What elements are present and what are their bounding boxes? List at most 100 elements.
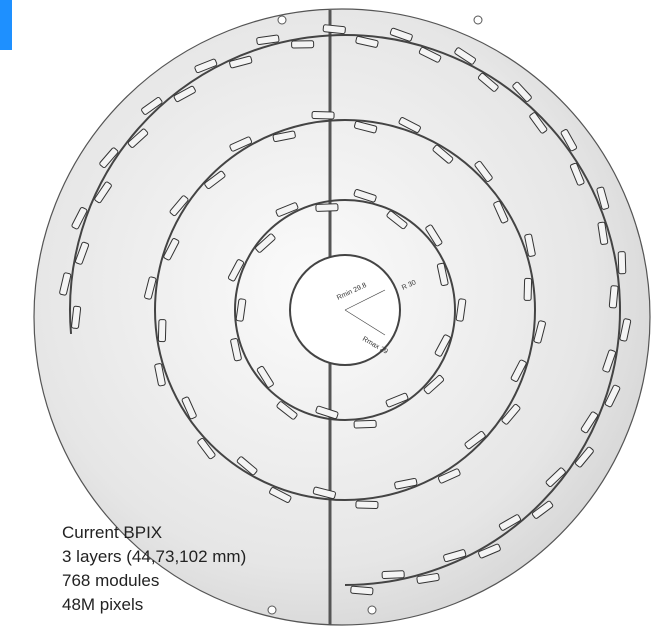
- module: [230, 338, 242, 362]
- module: [478, 543, 501, 559]
- module: [255, 233, 276, 253]
- module: [596, 186, 610, 210]
- module: [311, 110, 335, 120]
- layer-ring: [69, 34, 621, 586]
- accent-bar: [0, 0, 12, 50]
- caption-line: 3 layers (44,73,102 mm): [62, 547, 246, 566]
- module: [235, 298, 247, 322]
- module: [127, 128, 149, 148]
- module: [398, 117, 421, 133]
- module: [94, 181, 112, 204]
- module: [315, 405, 339, 420]
- module: [529, 112, 548, 134]
- module: [181, 396, 197, 420]
- module: [197, 438, 216, 460]
- module: [75, 241, 90, 265]
- dim-line: [344, 289, 386, 311]
- module: [385, 392, 409, 408]
- layer-ring: [234, 199, 456, 421]
- module: [204, 170, 226, 190]
- module: [355, 500, 379, 510]
- module: [394, 477, 418, 490]
- caption-line: 48M pixels: [62, 595, 143, 614]
- module: [531, 500, 554, 519]
- module: [227, 259, 245, 282]
- module: [275, 202, 299, 217]
- module: [602, 349, 616, 373]
- module: [604, 384, 621, 408]
- module: [272, 130, 296, 143]
- module: [386, 210, 408, 230]
- module: [416, 573, 440, 584]
- module: [59, 272, 72, 296]
- module: [423, 374, 445, 395]
- module: [597, 221, 609, 245]
- module: [533, 320, 546, 344]
- module: [560, 129, 578, 152]
- module: [454, 47, 476, 65]
- module: [580, 411, 599, 434]
- module: [434, 334, 451, 357]
- module: [71, 305, 82, 329]
- module: [493, 200, 509, 224]
- module: [169, 195, 189, 217]
- module: [477, 72, 499, 92]
- module: [229, 55, 253, 69]
- module: [71, 207, 88, 230]
- caption-line: 768 modules: [62, 571, 159, 590]
- module: [163, 238, 180, 261]
- module: [354, 120, 378, 134]
- module: [141, 97, 163, 115]
- layers: [59, 24, 632, 596]
- module: [381, 570, 405, 580]
- hole: [473, 15, 483, 25]
- hole: [277, 15, 287, 25]
- module: [353, 189, 377, 203]
- module: [355, 35, 379, 48]
- module: [617, 251, 627, 275]
- module: [455, 298, 467, 322]
- module: [418, 46, 442, 63]
- module: [608, 285, 619, 309]
- module: [498, 514, 521, 531]
- module: [291, 40, 315, 49]
- module: [474, 160, 493, 182]
- module: [236, 456, 258, 476]
- module: [276, 401, 298, 420]
- module: [229, 136, 253, 152]
- dim-line: [344, 309, 386, 336]
- module: [619, 318, 632, 342]
- hole: [367, 605, 377, 615]
- caption-line: Current BPIX: [62, 523, 162, 542]
- module: [269, 487, 292, 503]
- module: [144, 276, 157, 300]
- module: [194, 58, 218, 74]
- module: [443, 549, 467, 563]
- module: [256, 365, 274, 388]
- module: [256, 34, 280, 46]
- module: [464, 430, 486, 450]
- layer-ring: [154, 119, 536, 501]
- module: [524, 233, 536, 257]
- module: [512, 81, 532, 102]
- module: [569, 162, 585, 186]
- module: [312, 486, 336, 500]
- module: [99, 147, 119, 169]
- module: [575, 446, 594, 468]
- module: [389, 27, 413, 42]
- module: [510, 359, 527, 382]
- module: [545, 467, 566, 488]
- module: [322, 24, 346, 35]
- module: [523, 277, 533, 301]
- module: [437, 468, 461, 484]
- module: [432, 144, 454, 164]
- module: [425, 224, 443, 247]
- module: [501, 403, 521, 425]
- module: [154, 363, 166, 387]
- module: [353, 419, 377, 429]
- hole: [267, 605, 277, 615]
- module: [157, 319, 167, 343]
- module: [173, 85, 196, 103]
- module: [315, 203, 339, 212]
